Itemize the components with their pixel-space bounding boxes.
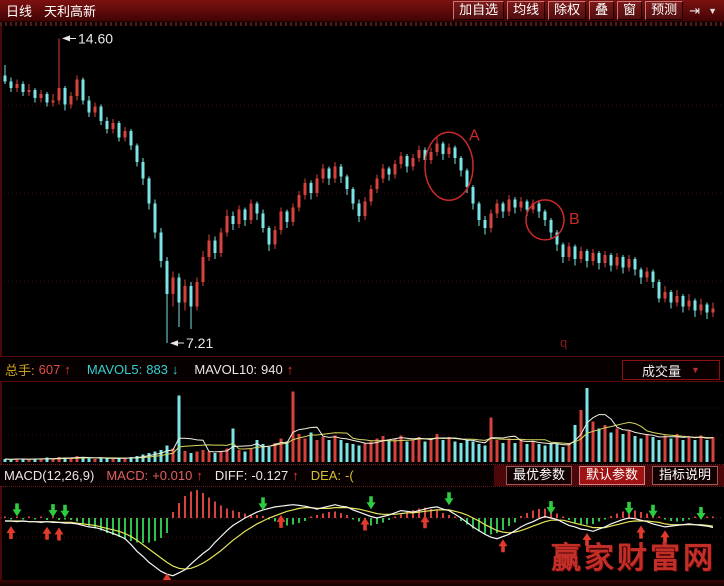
up-arrow-icon: ↑ bbox=[286, 361, 294, 377]
volume-indicator-label: 成交量 bbox=[642, 363, 682, 379]
macd-button-strip: 最优参数 默认参数 指标说明 bbox=[493, 465, 724, 486]
titlebar: 日线 天利高新 加自选 均线 除权 叠 窗 预测 ⇥ ▼ bbox=[0, 0, 724, 22]
macd-header: MACD(12,26,9) MACD: +0.010 ↑ DIFF: -0.12… bbox=[0, 464, 724, 487]
volume-chart[interactable] bbox=[0, 382, 724, 464]
macd-params-label: MACD(12,26,9) bbox=[4, 468, 95, 483]
mavol10-group: MAVOL10: 940 ↑ bbox=[194, 362, 293, 377]
mavol10-label: MAVOL10: bbox=[194, 361, 258, 377]
forecast-button[interactable]: 预测 bbox=[645, 1, 684, 20]
optimal-params-button[interactable]: 最优参数 bbox=[505, 466, 572, 485]
up-arrow-icon: ↑ bbox=[196, 468, 203, 483]
svg-text:A: A bbox=[469, 127, 480, 144]
macd-chart[interactable] bbox=[0, 487, 724, 586]
dea-label: DEA: bbox=[310, 468, 342, 483]
candlestick-chart[interactable]: 14.60 7.21 A Bq bbox=[0, 26, 724, 356]
up-arrow-icon: ↑ bbox=[292, 468, 299, 483]
diff-value-group: DIFF: -0.127 ↑ bbox=[215, 468, 299, 483]
diff-value: -0.127 bbox=[251, 468, 289, 483]
period-label: 日线 bbox=[6, 4, 33, 19]
mavol10-value: 940 bbox=[261, 361, 283, 377]
total-lots-value: 607 bbox=[38, 361, 61, 377]
dropdown-arrow-icon[interactable]: ▼ bbox=[691, 365, 700, 375]
mavol5-group: MAVOL5: 883 ↓ bbox=[87, 362, 179, 377]
dropdown-arrow-icon[interactable]: ▼ bbox=[708, 5, 717, 16]
add-watchlist-button[interactable]: 加自选 bbox=[453, 1, 505, 20]
jump-to-latest-icon[interactable]: ⇥ bbox=[689, 2, 701, 18]
stock-name: 天利高新 bbox=[44, 4, 97, 19]
dotted-separator bbox=[0, 22, 724, 26]
overlay-button[interactable]: 叠 bbox=[589, 1, 615, 20]
down-arrow-icon: ↓ bbox=[171, 361, 179, 377]
volume-header: 总手: 607 ↑ MAVOL5: 883 ↓ MAVOL10: 940 ↑ 成… bbox=[0, 356, 724, 382]
diff-label: DIFF: bbox=[214, 468, 248, 483]
svg-text:14.60: 14.60 bbox=[78, 30, 113, 46]
volume-indicator-selector[interactable]: 成交量 ▼ bbox=[622, 360, 720, 380]
macd-value: +0.010 bbox=[152, 468, 193, 483]
svg-text:q: q bbox=[560, 335, 567, 350]
left-edge-border bbox=[0, 26, 2, 580]
svg-text:B: B bbox=[569, 211, 580, 228]
ex-rights-button[interactable]: 除权 bbox=[548, 1, 587, 20]
dea-value-group: DEA: -( bbox=[311, 468, 354, 483]
moving-average-button[interactable]: 均线 bbox=[507, 1, 546, 20]
dea-value: -( bbox=[345, 468, 354, 483]
titlebar-toolbar: 加自选 均线 除权 叠 窗 预测 ⇥ ▼ bbox=[453, 1, 724, 20]
mavol5-label: MAVOL5: bbox=[86, 361, 143, 377]
window-button[interactable]: 窗 bbox=[617, 1, 643, 20]
total-lots-label: 总手: bbox=[5, 362, 35, 378]
indicator-help-button[interactable]: 指标说明 bbox=[651, 466, 718, 485]
total-lots-group: 总手: 607 ↑ bbox=[5, 360, 71, 379]
mavol5-value: 883 bbox=[146, 361, 168, 377]
macd-label: MACD: bbox=[106, 468, 149, 483]
bottom-border bbox=[0, 580, 724, 586]
default-params-button[interactable]: 默认参数 bbox=[578, 466, 645, 485]
macd-value-group: MACD: +0.010 ↑ bbox=[106, 468, 203, 483]
title-group: 日线 天利高新 bbox=[0, 1, 96, 20]
svg-text:7.21: 7.21 bbox=[186, 335, 213, 351]
up-arrow-icon: ↑ bbox=[64, 361, 71, 377]
